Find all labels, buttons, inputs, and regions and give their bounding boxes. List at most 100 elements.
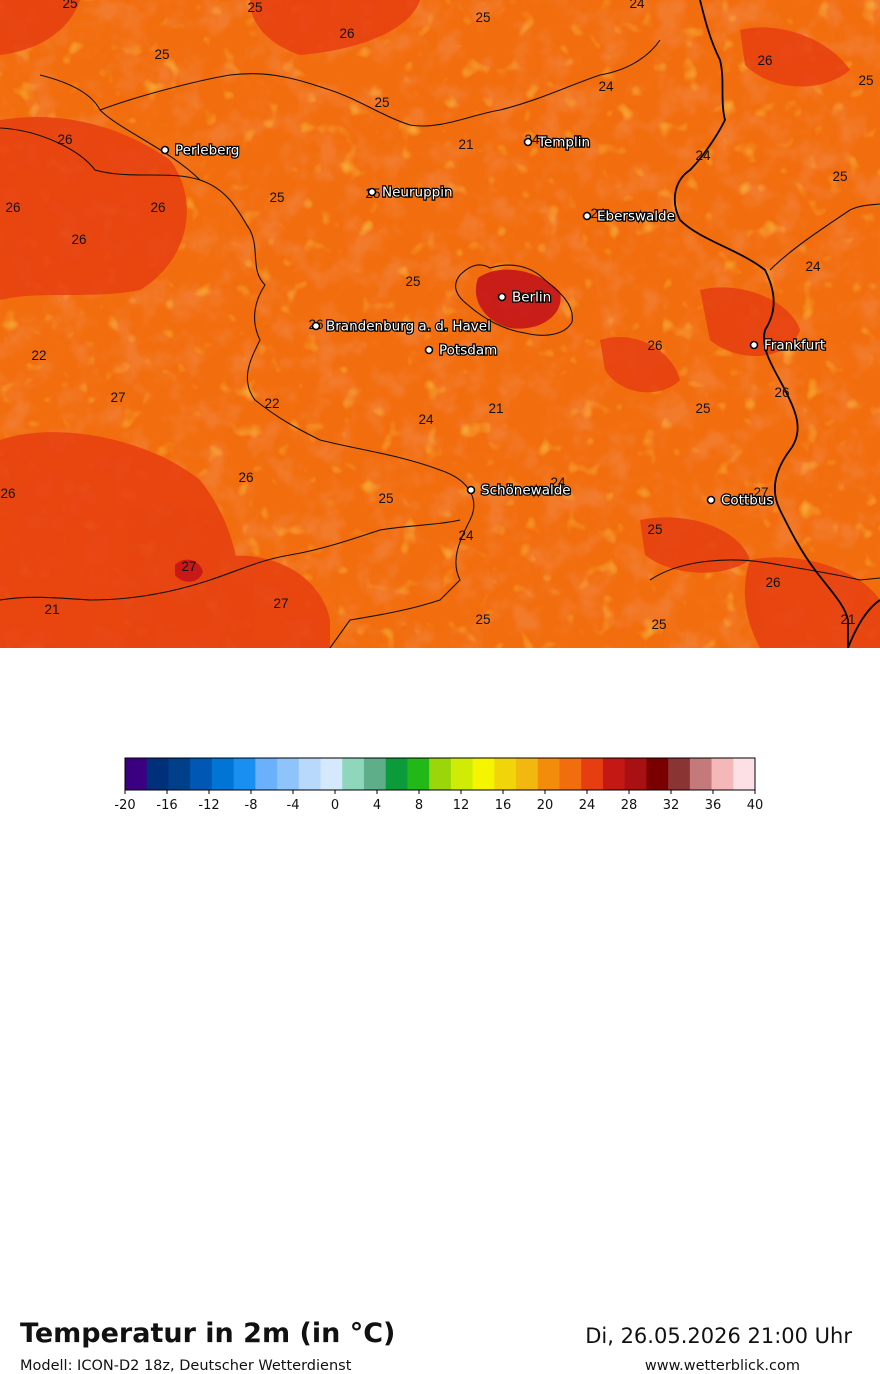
temperature-value: 26 [765,575,780,590]
legend-tick-label: 0 [331,798,339,813]
legend-tick-label: -4 [287,798,300,813]
temperature-value: 24 [418,412,434,427]
temperature-value: 26 [647,338,662,353]
city-label: Cottbus [721,493,773,509]
legend-swatch [407,758,430,790]
city-label-halo: Frankfurt [764,338,825,354]
legend-swatch [581,758,604,790]
temperature-value: 21 [840,612,855,627]
legend-swatch [516,758,539,790]
legend-tick-label: -16 [156,798,177,813]
temperature-value: 27 [753,485,768,500]
temperature-value: 26 [757,53,772,68]
city-label: Schönewalde [481,483,571,499]
legend-swatch [298,758,321,790]
temperature-value: 24 [805,259,821,274]
temperature-value: 24 [695,148,711,163]
temperature-value: 24 [629,0,645,11]
legend-swatch [559,758,582,790]
city-label-halo: Berlin [512,290,551,306]
legend-tick-label: 24 [579,798,596,813]
temperature-value: 25 [475,10,490,25]
legend-swatch [320,758,343,790]
state-borders [0,39,880,648]
legend-tick-label: 40 [747,798,764,813]
legend-bar [124,757,756,791]
temperature-value: 22 [31,348,46,363]
legend-tick-label: 36 [705,798,722,813]
legend-tick-label: -8 [245,798,258,813]
temperature-value: 26 [238,470,253,485]
temperature-value: 27 [181,559,196,574]
temperature-value: 25 [405,274,420,289]
city-dot [497,292,507,302]
city-label: Eberswalde [597,209,675,225]
legend-swatch [602,758,626,790]
city-label: Potsdam [439,343,497,359]
city-dot [523,137,533,147]
city-label: Brandenburg a. d. Havel [326,319,491,335]
legend-swatch [429,758,452,790]
map-title: Temperatur in 2m (in °C) [20,1318,396,1349]
legend-swatch [668,758,691,790]
legend-swatch [646,758,669,790]
legend-swatch [385,758,408,790]
city-label-halo: Templin [537,135,590,151]
legend-tick-label: -12 [198,798,219,813]
legend-swatch [233,758,256,790]
temperature-value: 26 [774,385,789,400]
temperature-value: 25 [247,0,262,15]
temperature-value: 26 [57,132,72,147]
forecast-datetime: Di, 26.05.2026 21:00 Uhr [585,1324,852,1348]
temperature-value: 26 [0,486,15,501]
website-link[interactable]: www.wetterblick.com [644,1358,800,1374]
legend-swatch [190,758,213,790]
city-label: Frankfurt [764,338,825,354]
city-label: Perleberg [175,143,239,159]
city-dot [424,345,434,355]
temperature-value: 25 [695,401,710,416]
city-label-halo: Cottbus [721,493,773,509]
city-label: Berlin [512,290,551,306]
temperature-value: 22 [264,396,279,411]
city-label-halo: Schönewalde [481,483,571,499]
city-label-halo: Potsdam [439,343,497,359]
temperature-value: 26 [71,232,86,247]
legend-tick-label: 32 [663,798,680,813]
temperature-value: 26 [339,26,354,41]
warm-regions [0,0,880,648]
temperature-value: 27 [110,390,125,405]
temperature-value: 25 [647,522,662,537]
legend-swatch [168,758,191,790]
temperature-value: 25 [832,169,847,184]
city-dot [160,145,170,155]
legend-tick-label: 12 [453,798,470,813]
city-label-halo: Brandenburg a. d. Havel [326,319,491,335]
city-dot [466,485,476,495]
city-label-halo: Eberswalde [597,209,675,225]
color-legend: -20 -16 -12 -8 -4 0 4 8 12 16 20 24 28 32 36 40 [114,757,764,813]
legend-swatch [733,758,756,790]
temperature-value: 25 [475,612,490,627]
legend-swatch [624,758,647,790]
city-label-halo: Perleberg [175,143,239,159]
temperature-value: 25 [651,617,666,632]
legend-tick-label: 16 [495,798,512,813]
temperature-map: 25 25 24 25 26 26 25 25 24 25 26 21 24 24 25 25 25 26 26 24… [0,0,880,648]
legend-tick-label: 4 [373,798,381,813]
temperature-value: 25 [374,95,389,110]
legend-swatch [689,758,712,790]
legend-swatch [363,758,387,790]
temperature-value: 27 [519,290,534,305]
temperature-value: 25 [269,190,284,205]
temperature-value: 26 [5,200,20,215]
legend-swatch [211,758,235,790]
hot-regions [175,269,561,582]
